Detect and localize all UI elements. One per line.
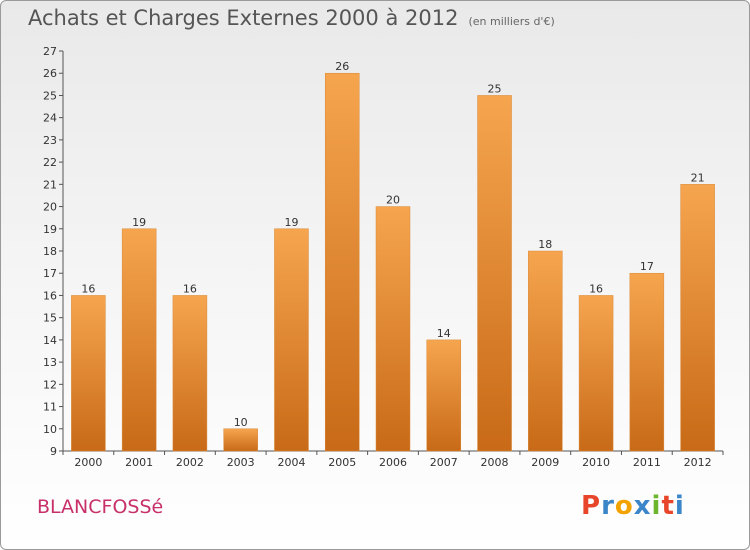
data-label: 16 xyxy=(589,282,603,295)
y-tick-label: 16 xyxy=(43,289,57,302)
y-tick-label: 26 xyxy=(43,67,57,80)
y-tick-label: 12 xyxy=(43,378,57,391)
bar xyxy=(274,228,309,452)
y-tick-label: 17 xyxy=(43,267,57,280)
data-label: 21 xyxy=(691,171,705,184)
data-label: 19 xyxy=(284,216,298,229)
data-label: 19 xyxy=(132,216,146,229)
chart-unit: (en milliers d'€) xyxy=(468,15,555,28)
proxiti-logo[interactable]: Proxiti xyxy=(581,491,685,521)
x-tick-label: 2004 xyxy=(277,456,305,469)
bar xyxy=(71,295,106,452)
bar xyxy=(172,295,208,452)
logo-letter: x xyxy=(633,491,652,521)
x-tick-label: 2012 xyxy=(684,456,712,469)
y-axis: 9 10 11 12 13 14 15 16 17 18 19 20 21 22 23 24 25 26 27 xyxy=(43,45,64,458)
y-tick-label: 10 xyxy=(43,423,57,436)
y-tick-label: 18 xyxy=(43,245,57,258)
x-tick-label: 2001 xyxy=(125,456,153,469)
logo-letter: i xyxy=(651,491,662,521)
bar xyxy=(680,184,715,452)
y-tick-label: 25 xyxy=(43,89,57,102)
bar xyxy=(121,228,157,452)
y-tick-label: 24 xyxy=(43,112,57,125)
data-label: 16 xyxy=(183,282,197,295)
bars xyxy=(71,72,715,452)
x-axis: 2000 2001 2002 2003 2004 2005 2006 2007 2008 2009… xyxy=(62,450,724,469)
bar xyxy=(477,95,512,452)
y-tick-label: 15 xyxy=(43,312,57,325)
y-tick-label: 11 xyxy=(43,401,57,414)
x-tick-label: 2009 xyxy=(531,456,559,469)
data-label: 10 xyxy=(234,416,248,429)
x-tick-label: 2000 xyxy=(74,456,102,469)
place-name: BLANCFOSSé xyxy=(37,496,164,518)
bar xyxy=(375,206,411,452)
bar xyxy=(426,339,462,452)
y-tick-label: 9 xyxy=(50,445,57,458)
x-tick-label: 2007 xyxy=(430,456,458,469)
y-tick-label: 19 xyxy=(43,223,57,236)
chart-title-text: Achats et Charges Externes 2000 à 2012 xyxy=(28,6,459,30)
data-label: 20 xyxy=(386,194,400,207)
bar xyxy=(629,272,665,452)
data-label: 18 xyxy=(538,238,552,251)
bar xyxy=(223,428,258,452)
logo-letter: t xyxy=(661,491,675,521)
data-labels: 16 19 16 10 19 26 20 14 25 18 16 17 21 xyxy=(81,60,704,429)
logo-letter: P xyxy=(581,491,602,521)
x-tick-label: 2008 xyxy=(481,456,509,469)
x-tick-label: 2005 xyxy=(328,456,356,469)
y-tick-label: 23 xyxy=(43,134,57,147)
y-tick-label: 14 xyxy=(43,334,57,347)
data-label: 26 xyxy=(335,60,349,73)
logo-letter: r xyxy=(601,491,615,521)
data-label: 17 xyxy=(640,260,654,273)
y-tick-label: 22 xyxy=(43,156,57,169)
x-tick-label: 2002 xyxy=(176,456,204,469)
y-tick-label: 27 xyxy=(43,45,57,58)
bar xyxy=(578,295,614,452)
chart-title: Achats et Charges Externes 2000 à 2012 (e… xyxy=(28,6,555,30)
y-tick-label: 13 xyxy=(43,356,57,369)
x-tick-label: 2003 xyxy=(227,456,255,469)
x-tick-label: 2011 xyxy=(633,456,661,469)
data-label: 14 xyxy=(437,327,451,340)
data-label: 16 xyxy=(81,282,95,295)
bar xyxy=(528,250,563,452)
y-tick-label: 20 xyxy=(43,201,57,214)
bar xyxy=(324,72,360,452)
logo-letter: i xyxy=(674,491,685,521)
x-tick-label: 2006 xyxy=(379,456,407,469)
data-label: 25 xyxy=(488,82,502,95)
y-tick-label: 21 xyxy=(43,178,57,191)
logo-letter: o xyxy=(614,491,634,521)
x-tick-label: 2010 xyxy=(582,456,610,469)
